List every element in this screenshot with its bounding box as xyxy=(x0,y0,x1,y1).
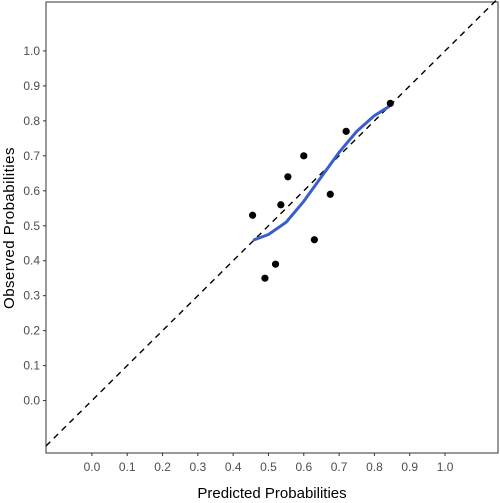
reference-layer xyxy=(45,0,498,447)
data-point-9 xyxy=(342,127,350,135)
x-tick-label: 0.7 xyxy=(331,460,348,474)
y-tick-label: 0.7 xyxy=(23,149,40,163)
x-tick-label: 0.2 xyxy=(154,460,171,474)
reference-diagonal-line xyxy=(45,0,498,447)
data-point-6 xyxy=(300,152,308,160)
y-tick-label: 0.9 xyxy=(23,79,40,93)
x-tick-label: 0.3 xyxy=(190,460,207,474)
curve-layer xyxy=(252,105,391,242)
y-tick-label: 0.5 xyxy=(23,219,40,233)
y-axis-title: Observed Probabilities xyxy=(1,147,18,309)
x-tick-label: 0.6 xyxy=(295,460,312,474)
y-tick-label: 1.0 xyxy=(23,44,40,58)
y-tick-label: 0.1 xyxy=(23,359,40,373)
x-tick-label: 0.5 xyxy=(260,460,277,474)
data-point-3 xyxy=(271,260,280,268)
x-tick-label: 1.0 xyxy=(437,460,454,474)
data-point-1 xyxy=(248,211,257,219)
data-point-4 xyxy=(277,201,285,209)
y-tick-label: 0.3 xyxy=(23,289,40,303)
x-tick-label: 0.1 xyxy=(119,460,136,474)
y-tick-label: 0.6 xyxy=(23,184,40,198)
x-tick-label: 0.0 xyxy=(84,460,101,474)
x-tick-label: 0.4 xyxy=(225,460,242,474)
y-tick-label: 0.0 xyxy=(23,394,40,408)
data-point-8 xyxy=(326,190,334,198)
data-point-10 xyxy=(386,99,394,107)
x-tick-label: 0.9 xyxy=(401,460,418,474)
y-tick-label: 0.8 xyxy=(23,114,40,128)
data-point-2 xyxy=(261,274,269,282)
smooth-fit-curve xyxy=(252,105,391,242)
x-axis-title: Predicted Probabilities xyxy=(197,485,346,502)
y-tick-layer: 0.0 0.1 0.2 0.3 0.4 0.5 0.6 0.7 0.8 0.9 1.0 xyxy=(23,44,46,408)
data-point-5 xyxy=(284,173,292,181)
point-layer xyxy=(248,99,394,282)
data-point-7 xyxy=(310,236,318,244)
x-tick-layer: 0.0 0.1 0.2 0.3 0.4 0.5 0.6 0.7 0.8 0.9 1.0 xyxy=(84,453,454,474)
panel-border xyxy=(45,1,499,454)
x-tick-label: 0.8 xyxy=(366,460,383,474)
y-tick-label: 0.2 xyxy=(23,324,40,338)
y-tick-label: 0.4 xyxy=(23,254,40,268)
